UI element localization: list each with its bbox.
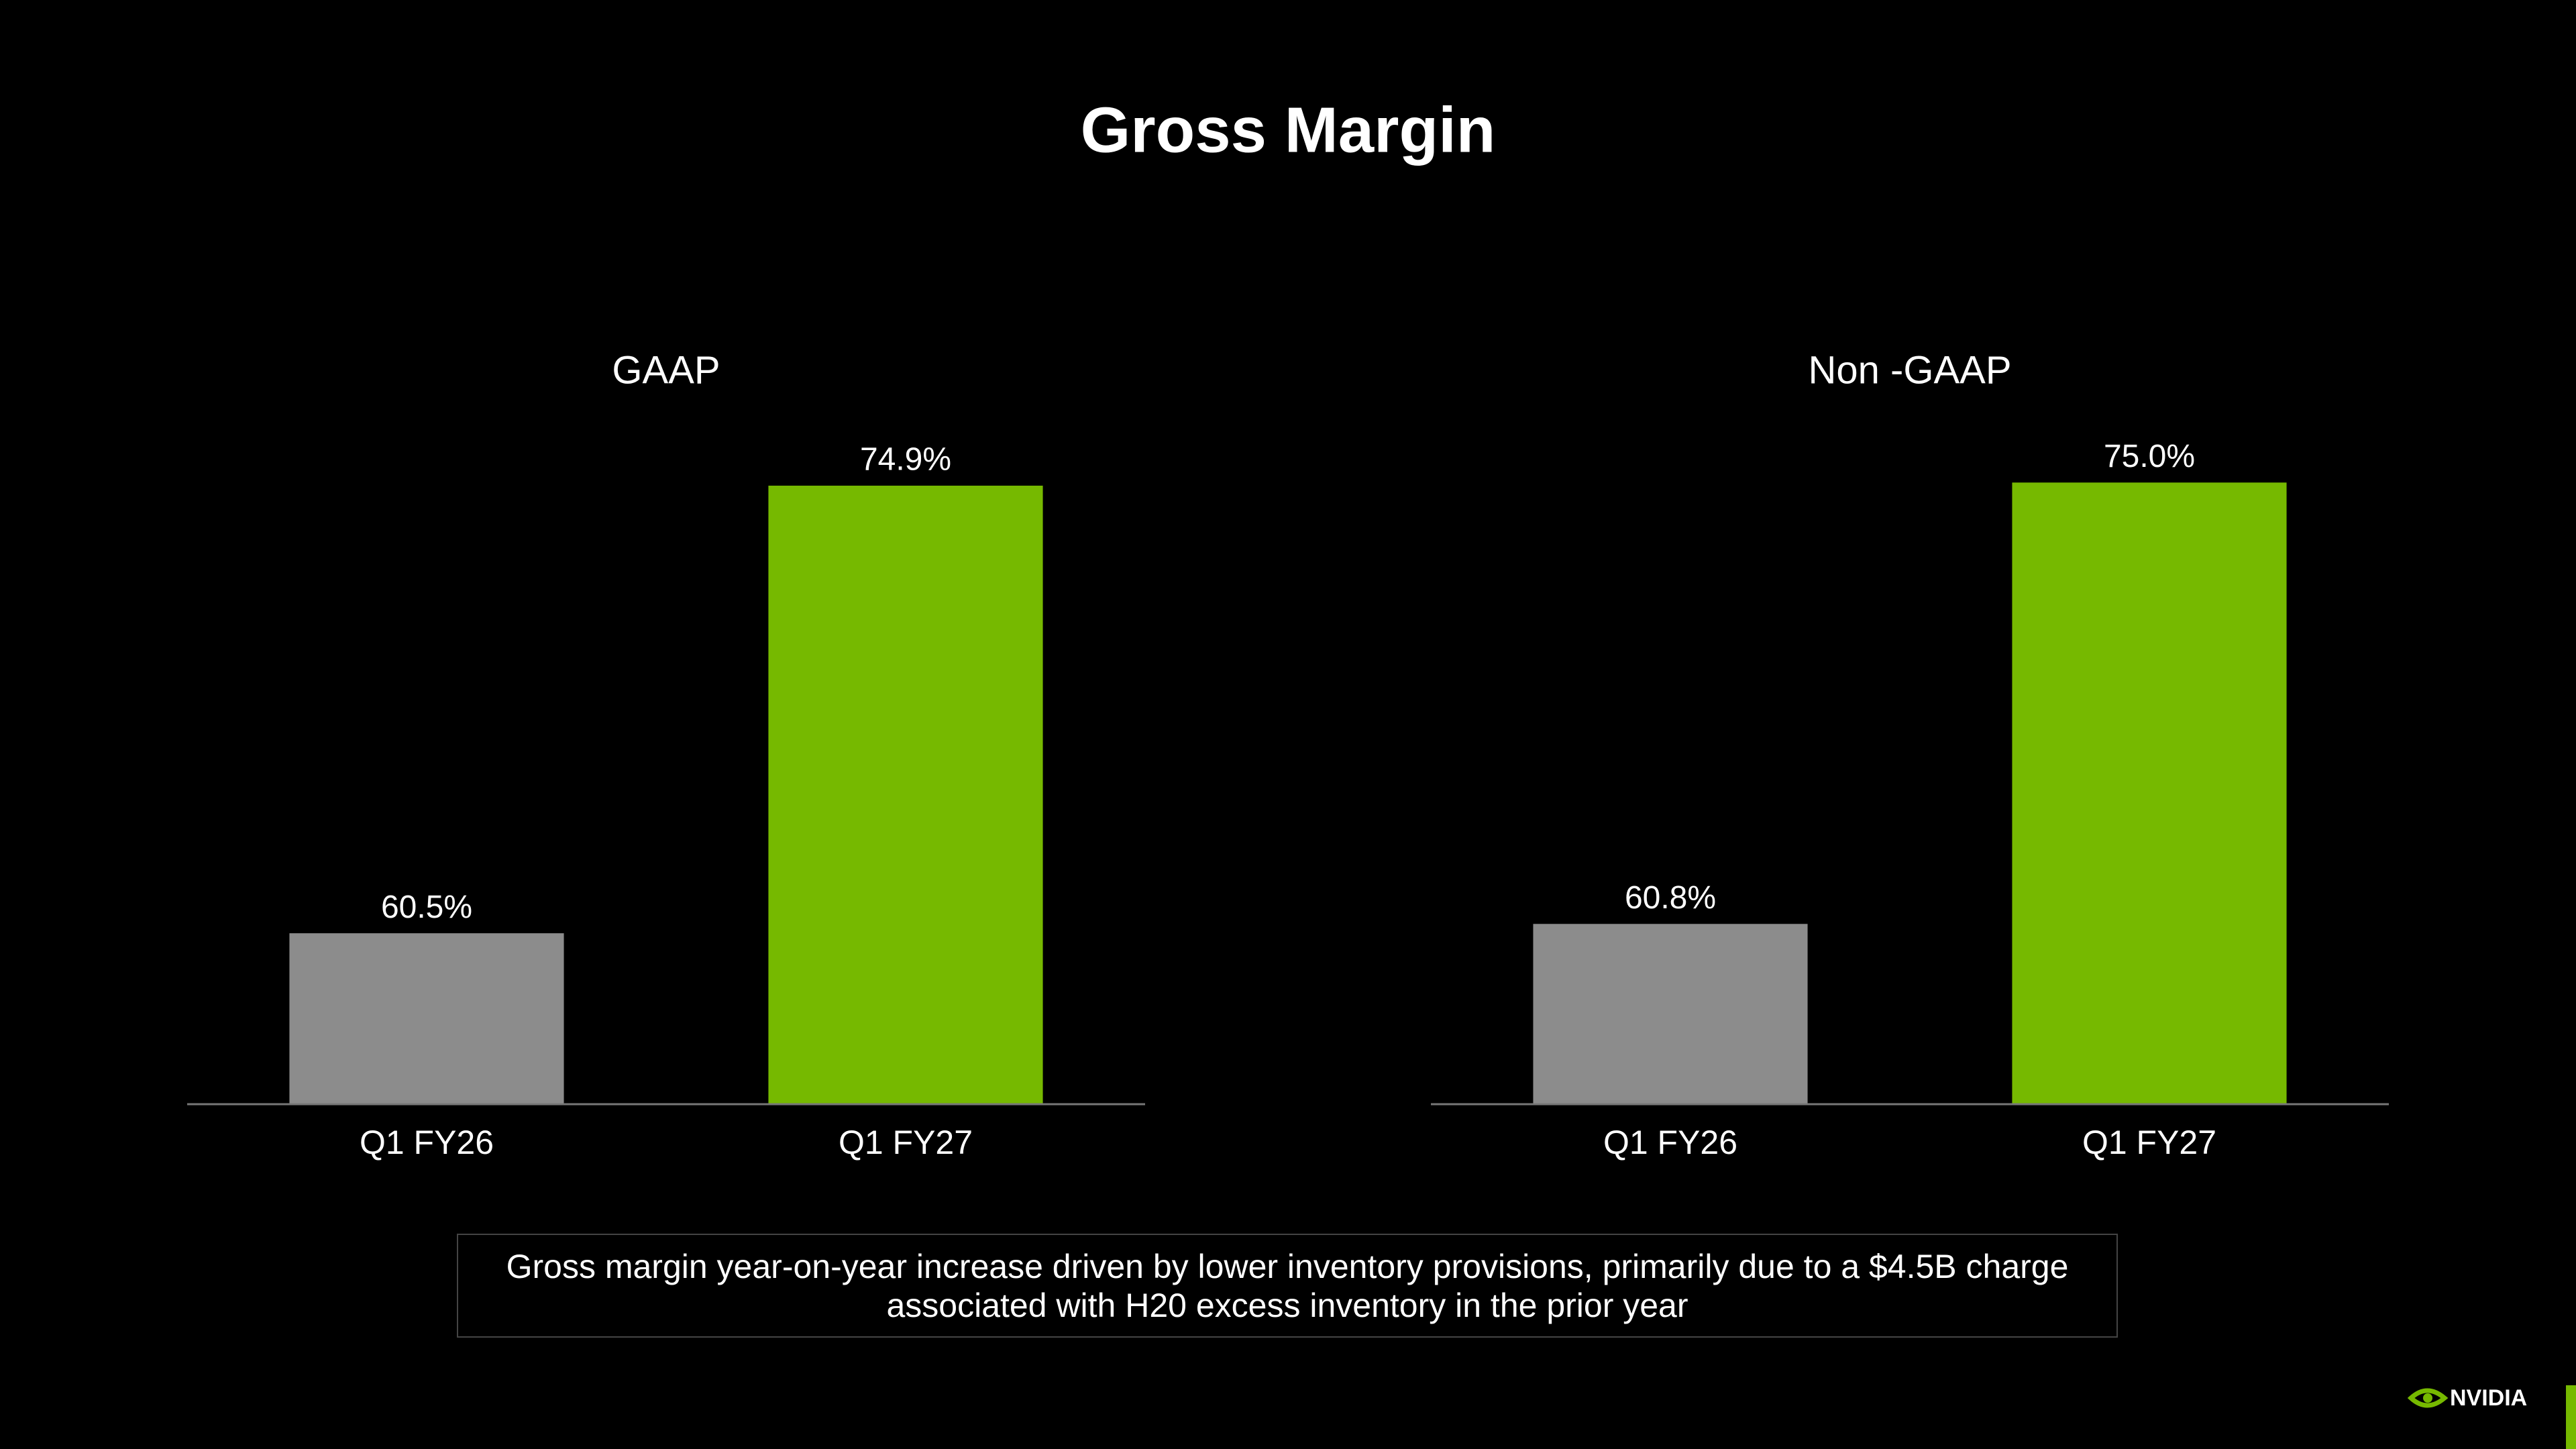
value-label: 75.0%: [2104, 439, 2195, 474]
x-tick-label: Q1 FY27: [839, 1124, 973, 1161]
logo-icon-dot: [2423, 1393, 2432, 1403]
x-tick-label: Q1 FY27: [2082, 1124, 2216, 1161]
value-label: 60.8%: [1625, 880, 1716, 916]
accent-bar: [2566, 1385, 2576, 1449]
logo: NVIDIA: [2407, 1385, 2527, 1411]
chart-subtitle: Non -GAAP: [1809, 348, 2012, 392]
x-tick-label: Q1 FY26: [360, 1124, 494, 1161]
footnote: Gross margin year-on-year increase drive…: [457, 1234, 2118, 1338]
bar: [768, 485, 1043, 1104]
logo-text: NVIDIA: [2450, 1385, 2527, 1411]
bar: [2012, 482, 2287, 1104]
value-label: 60.5%: [381, 890, 472, 925]
value-label: 74.9%: [860, 442, 951, 478]
x-tick-label: Q1 FY26: [1603, 1124, 1737, 1161]
bar: [289, 933, 564, 1104]
logo-icon: [2407, 1388, 2449, 1408]
bar: [1533, 924, 1808, 1104]
slide-title: Gross Margin: [1081, 94, 1496, 166]
chart-subtitle: GAAP: [612, 348, 720, 392]
